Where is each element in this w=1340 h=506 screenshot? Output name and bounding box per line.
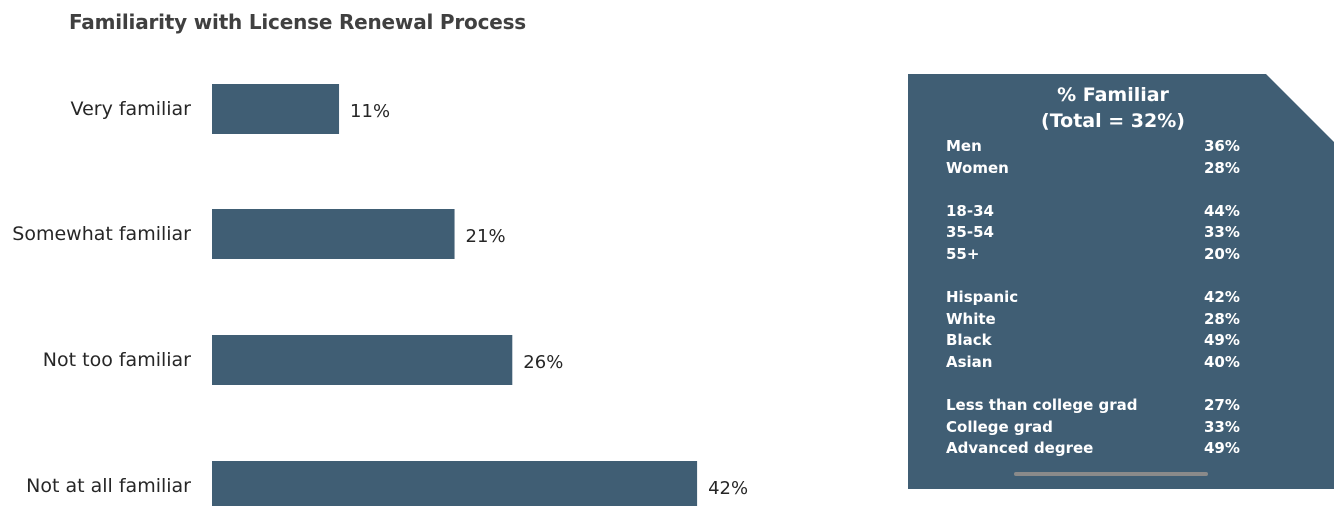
- panel-row: White 28%: [946, 309, 1246, 330]
- panel-row-label: Hispanic: [946, 288, 1019, 307]
- panel-row: 35-54 33%: [946, 222, 1246, 243]
- panel-background: [908, 74, 1334, 489]
- panel-title: % Familiar: [1057, 84, 1169, 106]
- panel-row-value: 28%: [1204, 158, 1240, 177]
- panel-row-value: 49%: [1204, 439, 1240, 458]
- panel-row-label: Women: [946, 158, 1009, 177]
- panel-row: Asian 40%: [946, 352, 1246, 373]
- value-label: 21%: [466, 226, 506, 247]
- panel-row-value: 27%: [1204, 396, 1240, 415]
- panel-row: College grad 33%: [946, 417, 1246, 438]
- category-label: Somewhat familiar: [12, 223, 191, 245]
- familiarity-breakdown-panel: % Familiar (Total = 32%) Men 36% Women 28% 1…: [908, 74, 1334, 489]
- panel-row: Advanced degree 49%: [946, 438, 1246, 459]
- panel-row-label: Less than college grad: [946, 396, 1138, 415]
- panel-row: 18-34 44%: [946, 201, 1246, 222]
- panel-row-value: 44%: [1204, 201, 1240, 220]
- chart-title: Familiarity with License Renewal Process: [69, 10, 527, 34]
- panel-row-value: 33%: [1204, 223, 1240, 242]
- bar-not-at-all-familiar: [212, 461, 698, 506]
- value-label: 11%: [350, 101, 390, 122]
- panel-row-value: 40%: [1204, 353, 1240, 371]
- panel-row-label: 18-34: [946, 201, 994, 220]
- panel-row-label: Black: [946, 331, 992, 350]
- panel-row-value: 36%: [1204, 137, 1240, 155]
- bar-chart: Very familiar 11% Somewhat familiar 21% Not …: [12, 84, 748, 506]
- panel-row-label: 35-54: [946, 223, 994, 242]
- category-label: Not at all familiar: [26, 475, 191, 497]
- category-label: Very familiar: [71, 98, 192, 120]
- panel-subtitle: (Total = 32%): [1041, 110, 1185, 132]
- panel-row-label: Advanced degree: [946, 439, 1094, 458]
- bar-somewhat-familiar: [212, 209, 455, 259]
- panel-row-label: Asian: [946, 353, 993, 371]
- panel-row-label: College grad: [946, 417, 1053, 436]
- panel-row: 55+ 20%: [946, 244, 1246, 265]
- panel-row-value: 42%: [1204, 288, 1240, 307]
- panel-row-value: 49%: [1204, 331, 1240, 350]
- bar-not-too-familiar: [212, 335, 513, 385]
- panel-row-label: White: [946, 309, 996, 328]
- panel-row: Men 36%: [946, 136, 1246, 157]
- panel-row: Black 49%: [946, 330, 1246, 351]
- bar-very-familiar: [212, 84, 340, 134]
- panel-row-label: Men: [946, 137, 982, 155]
- panel-row-value: 20%: [1204, 245, 1240, 263]
- panel-row-value: 28%: [1204, 309, 1240, 328]
- panel-row: Hispanic 42%: [946, 287, 1246, 308]
- value-label: 26%: [523, 352, 563, 373]
- panel-scrollbar[interactable]: [1014, 472, 1208, 476]
- panel-row-label: 55+: [946, 245, 980, 263]
- value-label: 42%: [708, 478, 748, 499]
- category-label: Not too familiar: [43, 349, 191, 371]
- panel-row-value: 33%: [1204, 417, 1240, 436]
- panel-row: Women 28%: [946, 158, 1246, 179]
- panel-row: Less than college grad 27%: [946, 395, 1246, 416]
